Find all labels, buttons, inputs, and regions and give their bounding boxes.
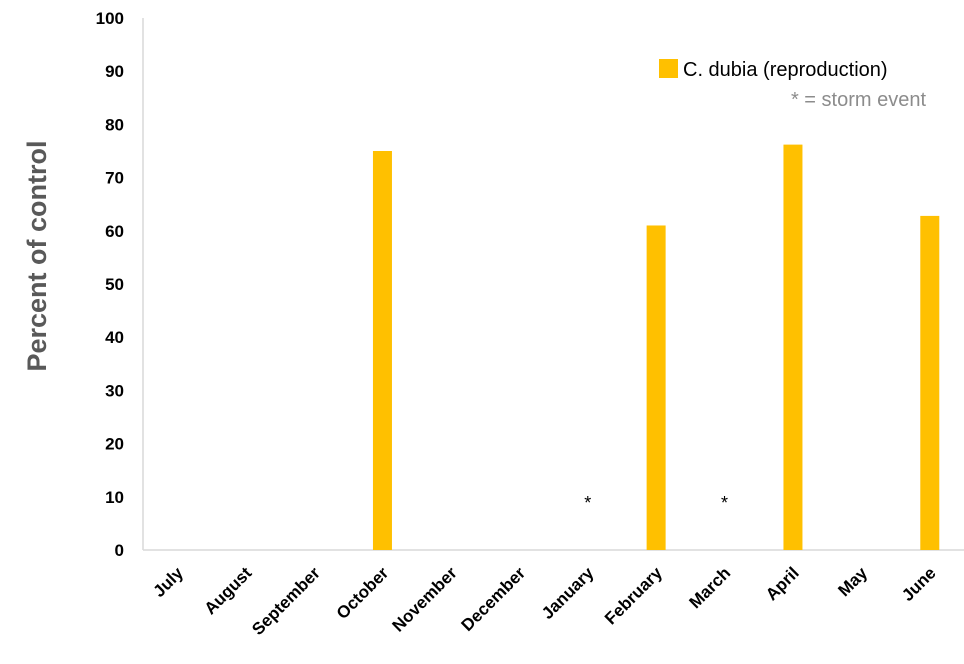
x-tick-label-july: July xyxy=(150,563,188,601)
x-tick-label-january: January xyxy=(538,563,598,623)
bar-june xyxy=(920,215,940,551)
x-tick-label-october: October xyxy=(333,563,393,623)
x-tick-label-june: June xyxy=(898,563,939,604)
storm-markers: * * xyxy=(584,493,728,513)
y-tick-label: 70 xyxy=(105,169,124,188)
x-tick-label-september: September xyxy=(248,563,324,639)
storm-marker-january: * xyxy=(584,493,591,513)
y-tick-label: 50 xyxy=(105,275,124,294)
y-tick-label: 60 xyxy=(105,222,124,241)
y-tick-label: 0 xyxy=(115,541,124,560)
x-tick-label-february: February xyxy=(601,563,666,628)
legend-swatch xyxy=(659,59,678,78)
legend-label: C. dubia (reproduction) xyxy=(683,59,888,81)
y-tick-label: 30 xyxy=(105,381,124,400)
y-tick-label: 20 xyxy=(105,435,124,454)
storm-note: * = storm event xyxy=(791,89,927,111)
bar-april xyxy=(783,144,803,550)
y-tick-label: 90 xyxy=(105,62,124,81)
bar-february xyxy=(646,225,666,551)
x-tick-label-august: August xyxy=(201,563,256,618)
x-tick-label-december: December xyxy=(458,563,530,635)
y-tick-label: 80 xyxy=(105,115,124,134)
legend: C. dubia (reproduction) * = storm event xyxy=(659,59,926,111)
y-tick-label: 10 xyxy=(105,488,124,507)
bars xyxy=(372,144,940,551)
y-tick-label: 40 xyxy=(105,328,124,347)
x-tick-label-april: April xyxy=(762,563,803,604)
y-tick-label: 100 xyxy=(96,9,124,28)
x-tick-label-november: November xyxy=(388,563,460,635)
bar-october xyxy=(372,151,392,550)
axes xyxy=(142,18,964,551)
y-tick-labels: 0 10 20 30 40 50 60 70 80 90 100 xyxy=(96,9,124,560)
y-axis-title: Percent of control xyxy=(22,140,52,371)
x-tick-label-may: May xyxy=(834,563,871,600)
storm-marker-march: * xyxy=(721,493,728,513)
x-tick-label-march: March xyxy=(686,563,735,612)
